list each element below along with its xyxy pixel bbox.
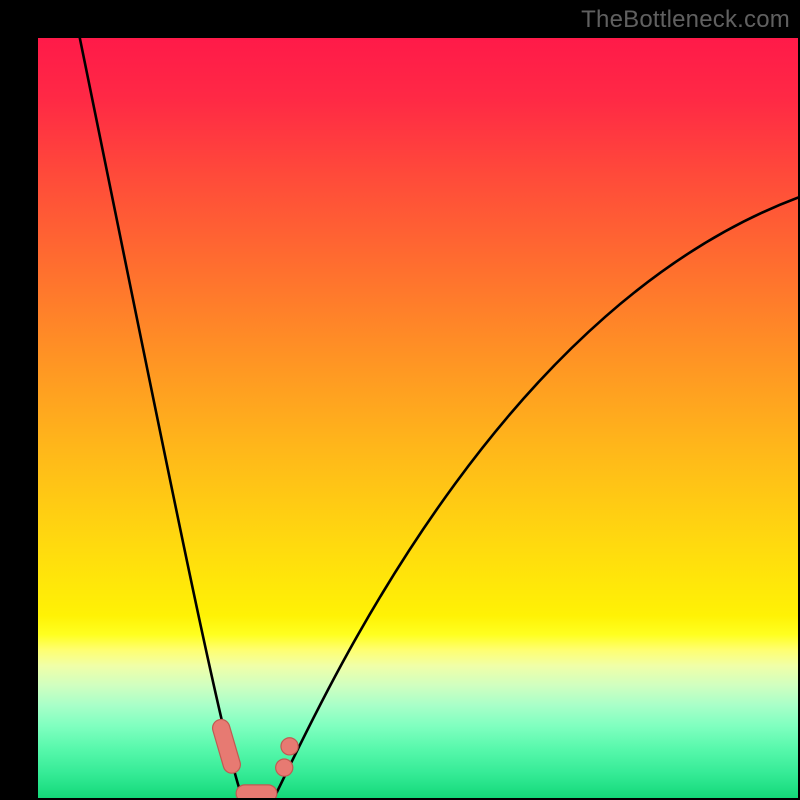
watermark-text: TheBottleneck.com	[581, 6, 790, 34]
plot-area	[38, 38, 798, 798]
gradient-background	[38, 38, 798, 798]
marker-dot	[276, 760, 292, 776]
marker-dot	[282, 738, 298, 754]
marker-capsule	[221, 728, 232, 764]
plot-svg	[38, 38, 798, 798]
